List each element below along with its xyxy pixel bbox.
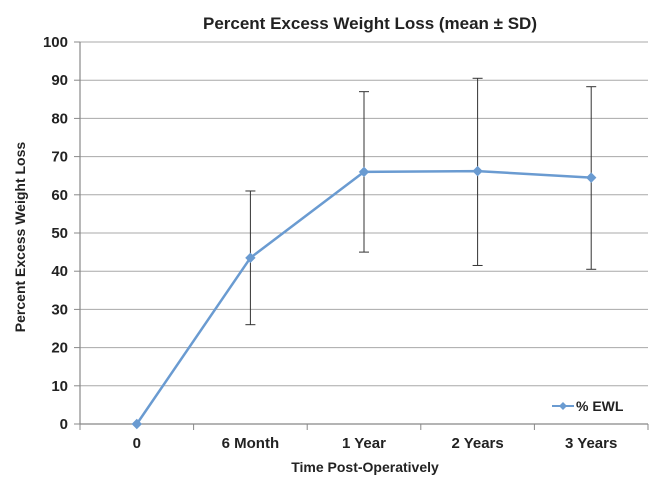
y-axis-label: Percent Excess Weight Loss <box>12 142 28 333</box>
data-point <box>472 165 483 177</box>
axes <box>74 41 649 430</box>
y-tick-label: 60 <box>51 187 68 204</box>
legend-point-marker <box>559 402 567 410</box>
y-tick-label: 50 <box>51 225 68 242</box>
x-tick-label: 3 Years <box>565 435 617 452</box>
y-tick-label: 70 <box>51 149 68 166</box>
chart-title: Percent Excess Weight Loss (mean ± SD) <box>203 14 537 33</box>
x-tick-label: 0 <box>133 435 141 452</box>
y-tick-label: 90 <box>51 72 68 89</box>
y-tick-label: 10 <box>51 378 68 395</box>
x-tick-label: 1 Year <box>342 435 386 452</box>
y-tick-label: 30 <box>51 301 68 318</box>
x-axis-label: Time Post-Operatively <box>291 459 439 475</box>
x-tick-label: 2 Years <box>451 435 503 452</box>
data-point <box>585 172 597 183</box>
y-tick-label: 40 <box>51 263 68 280</box>
legend: % EWL <box>552 398 624 414</box>
y-tick-label: 0 <box>60 416 68 433</box>
tick-labels: 0 10 20 30 40 50 60 70 80 90 100 0 6 Month 1 Year 2 Ye… <box>43 34 617 452</box>
data-point <box>358 166 370 178</box>
y-tick-label: 100 <box>43 34 68 51</box>
data-point <box>245 252 256 264</box>
y-tick-label: 20 <box>51 340 68 357</box>
error-bars <box>245 77 597 326</box>
data-point <box>131 418 143 430</box>
x-tick-label: 6 Month <box>222 435 280 452</box>
y-tick-label: 80 <box>51 110 68 127</box>
legend-label: % EWL <box>576 398 624 414</box>
data-points <box>131 165 597 430</box>
